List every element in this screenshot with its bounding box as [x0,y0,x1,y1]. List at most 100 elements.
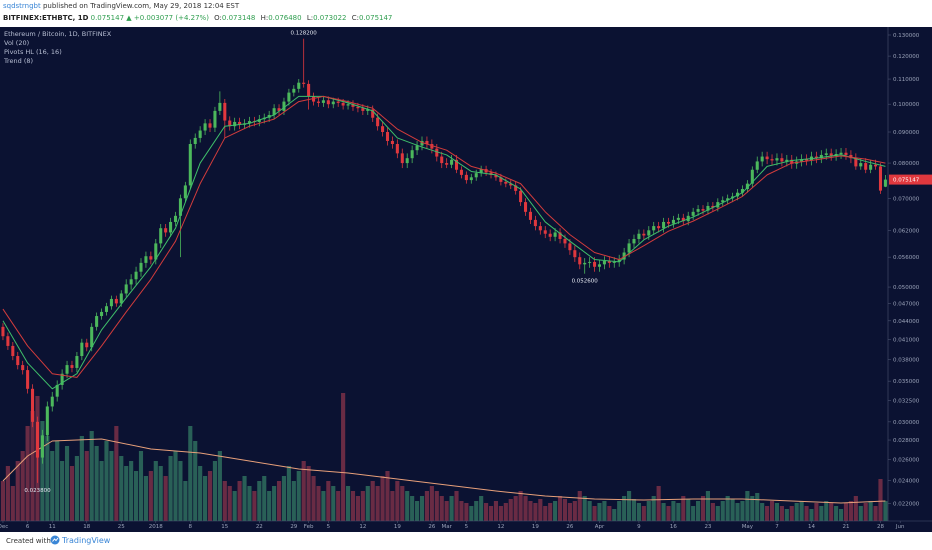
volume-bar [809,509,814,521]
candle-body [326,100,330,105]
author[interactable]: sqdstrngbt [3,2,41,10]
last-price-box [889,174,932,185]
candle-body [218,102,222,111]
volume-bar [178,461,183,521]
candle-body [607,260,611,263]
candle-body [65,365,69,374]
volume-bar [94,446,99,521]
volume-bar [459,501,464,521]
volume-bar [464,503,469,521]
volume-bar [553,501,558,521]
volume-bar [415,501,420,521]
candle-body [247,121,251,124]
candle-body [528,211,532,220]
volume-bar [636,503,641,521]
candle-body [543,230,547,234]
candle-body [755,161,759,170]
candle-body [341,102,345,106]
chart-background [0,27,932,532]
candle-body [859,163,863,167]
candle-body [312,96,316,102]
candle-body [597,264,602,267]
change: ▲ +0.003077 (+4.27%) [126,14,209,22]
candle-body [164,228,168,233]
volume-bar [326,481,331,521]
candle-body [405,158,409,164]
volume-bar [779,506,784,521]
candle-body [706,205,710,211]
indicator-label: Trend (8) [3,57,33,65]
volume-bar [715,506,720,521]
volume-bar [355,496,360,521]
candle-body [745,183,749,190]
y-tick-label: 0.070000 [893,196,920,202]
candle-body [272,108,276,115]
candle-body [524,202,528,212]
candle-body [31,388,35,422]
ohlc-value: 0.073022 [313,14,347,22]
candle-body [662,221,666,229]
volume-bar [143,476,148,521]
y-tick-label: 0.030000 [893,420,920,426]
x-tick-label: 16 [670,524,677,530]
volume-bar [69,466,75,521]
volume-bar [291,481,296,521]
candle-body [765,156,769,160]
volume-bar [138,451,144,521]
volume-bar [769,501,775,521]
ohlc-value: 0.075147 [358,14,393,22]
volume-bar [834,506,839,521]
volume-bar [272,486,277,521]
volume-bar [774,503,780,521]
x-tick-label: Mar [441,524,452,530]
volume-bar [622,496,627,521]
x-tick-label: 8 [189,524,193,530]
candle-body [701,209,705,211]
volume-bar [691,506,696,521]
trend-line [2,95,886,390]
candle-body [450,159,454,165]
candle-body [80,342,84,357]
brand-logo [50,535,60,545]
volume-bar [484,503,489,521]
x-tick-label: 12 [497,524,504,530]
volume-bar [207,471,213,521]
axes: 0.130000 0.120000 0.110000 0.100000 0.090000… [0,33,932,530]
candle-body [124,284,128,294]
volume-bar [784,509,789,521]
volume-bar [316,486,321,521]
x-tick-label: 22 [256,524,263,530]
candle-body [637,233,641,239]
volume-bar [538,499,543,521]
candle-body [336,101,340,103]
volume-bar [863,503,868,521]
volume-bar [794,503,799,521]
brand[interactable]: TradingView [62,536,111,545]
volume-bar [587,501,592,521]
candle-body [208,123,212,128]
volume-bar [804,506,809,521]
volume-bar [410,496,415,521]
candle-body [509,183,513,186]
candle-body [277,108,281,111]
volume-bar [503,503,508,521]
symbol: BITFINEX:ETHBTC, 1D [3,14,89,22]
candle-body [55,384,59,397]
pivot-label: 0.023800 [24,488,51,494]
volume-bar [227,486,232,521]
volume-bar [40,421,45,521]
y-tick-label: 0.038000 [893,357,920,363]
candle-body [593,261,597,267]
volume-bar [119,456,124,521]
volume-bar [592,506,597,521]
volume-bar [873,506,878,521]
volume-bar [720,501,725,521]
candle-body [21,365,25,371]
volume-bar [878,479,883,521]
y-tick-label: 0.026000 [893,458,920,464]
volume-bar [444,501,449,521]
candle-body [681,217,685,222]
candle-body [139,262,143,272]
volume-bar [848,501,853,521]
volume-bar [390,491,395,521]
